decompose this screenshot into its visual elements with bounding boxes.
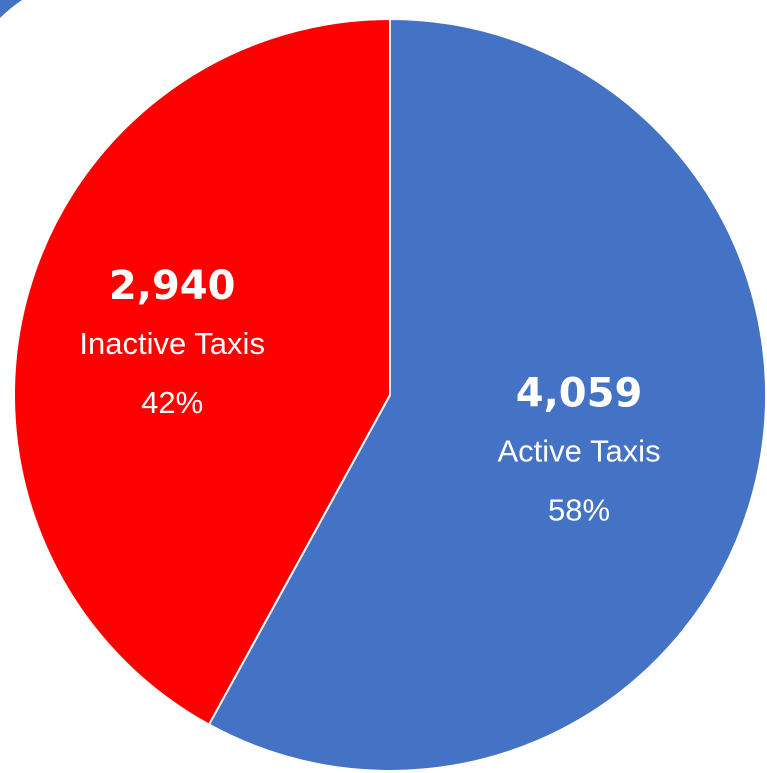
active-taxis-percent-label: 58% — [548, 493, 610, 528]
inactive-taxis-percent-label: 42% — [141, 385, 203, 420]
corner-mark — [0, 0, 22, 18]
slice-label-active: 4,059 Active Taxis 58% — [497, 371, 660, 528]
inactive-taxis-name-label: Inactive Taxis — [79, 326, 265, 361]
slice-label-inactive: 2,940 Inactive Taxis 42% — [79, 263, 265, 420]
active-taxis-value-label: 4,059 — [516, 371, 643, 417]
active-taxis-name-label: Active Taxis — [497, 434, 660, 469]
inactive-taxis-value-label: 2,940 — [109, 263, 236, 309]
pie-slice-active-taxis — [207, 17, 767, 772]
pie-slices — [13, 17, 767, 772]
pie-labels: 4,059 Active Taxis 58% 2,940 Inactive Ta… — [79, 263, 660, 527]
pie-slice-inactive-taxis — [13, 17, 391, 726]
